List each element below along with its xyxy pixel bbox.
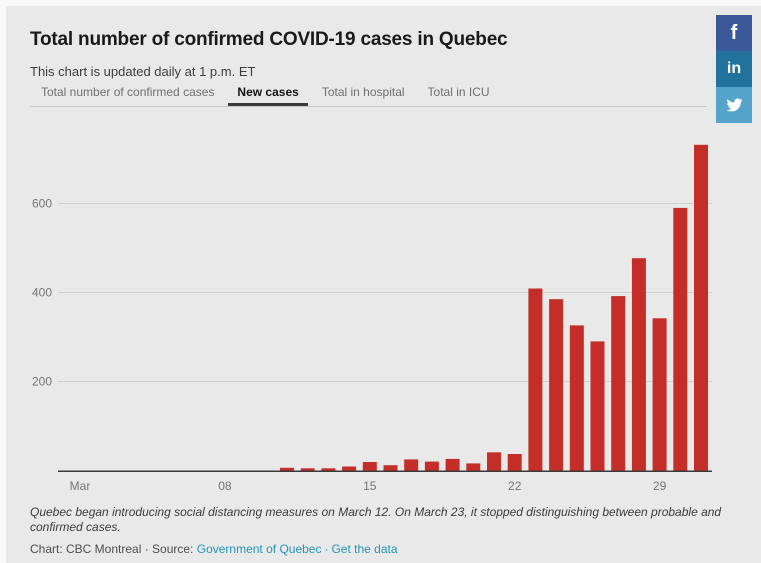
bar-mar-21[interactable] xyxy=(487,452,501,471)
bar-mar-28[interactable] xyxy=(631,258,646,471)
facebook-icon: f xyxy=(730,22,738,44)
page-title: Total number of confirmed COVID-19 cases… xyxy=(30,28,508,50)
source-link[interactable]: Government of Quebec xyxy=(196,542,322,556)
bar-mar-23[interactable] xyxy=(528,288,543,471)
bar-mar-26[interactable] xyxy=(590,341,605,471)
twitter-share-button[interactable] xyxy=(716,87,752,123)
bar-mar-19[interactable] xyxy=(445,458,460,471)
bar-mar-20[interactable] xyxy=(466,463,481,471)
bar-mar-13[interactable] xyxy=(321,468,336,471)
bar-mar-17[interactable] xyxy=(404,459,419,471)
bar-mar-25[interactable] xyxy=(569,325,584,471)
bar-mar-16[interactable] xyxy=(383,465,398,471)
x-tick-label-Mar: Mar xyxy=(70,479,91,493)
x-tick-label-08: 08 xyxy=(218,479,232,493)
bar-mar-22[interactable] xyxy=(507,454,522,471)
page-top-margin xyxy=(0,0,761,6)
x-tick-label-29: 29 xyxy=(653,479,667,493)
tab-bar: Total number of confirmed cases New case… xyxy=(41,85,490,107)
bar-mar-31[interactable] xyxy=(694,144,708,471)
chart-note: Quebec began introducing social distanci… xyxy=(30,505,722,534)
credit-chart-source-text: Chart: CBC Montreal · Source: xyxy=(30,542,194,556)
bar-mar-24[interactable] xyxy=(549,299,564,471)
bar-mar-11[interactable] xyxy=(280,467,294,471)
tab-total-in-icu[interactable]: Total in ICU xyxy=(427,85,490,99)
y-tick-label-200: 200 xyxy=(32,375,52,389)
page-left-margin xyxy=(0,0,6,563)
bar-mar-27[interactable] xyxy=(611,296,626,471)
get-the-data-link[interactable]: Get the data xyxy=(331,542,398,556)
linkedin-share-button[interactable]: in xyxy=(716,51,752,87)
x-tick-label-22: 22 xyxy=(508,479,522,493)
y-tick-label-600: 600 xyxy=(32,197,52,211)
linkedin-icon: in xyxy=(726,60,742,77)
twitter-icon xyxy=(726,98,742,112)
credit-separator: · xyxy=(324,542,329,556)
tab-new-cases[interactable]: New cases xyxy=(228,85,309,107)
bar-mar-30[interactable] xyxy=(673,207,688,471)
bar-mar-15[interactable] xyxy=(362,462,377,471)
x-tick-label-15: 15 xyxy=(363,479,377,493)
x-axis-line xyxy=(58,470,712,472)
facebook-share-button[interactable]: f xyxy=(716,15,752,51)
bar-mar-18[interactable] xyxy=(424,461,439,471)
bar-chart: 200 400 600 Mar 08 15 22 29 xyxy=(32,144,712,493)
chart-subtitle: This chart is updated daily at 1 p.m. ET xyxy=(30,64,256,79)
y-tick-label-400: 400 xyxy=(32,286,52,300)
social-share-buttons: f in xyxy=(716,15,752,123)
credit-line: Chart: CBC Montreal · Source: Government… xyxy=(30,542,398,556)
bar-mar-12[interactable] xyxy=(300,468,315,471)
tab-total-in-hospital[interactable]: Total in hospital xyxy=(321,85,405,99)
bar-mar-14[interactable] xyxy=(342,466,357,471)
bar-mar-29[interactable] xyxy=(652,318,667,471)
tab-total-confirmed-cases[interactable]: Total number of confirmed cases xyxy=(41,85,215,99)
tab-divider-line xyxy=(30,106,707,107)
